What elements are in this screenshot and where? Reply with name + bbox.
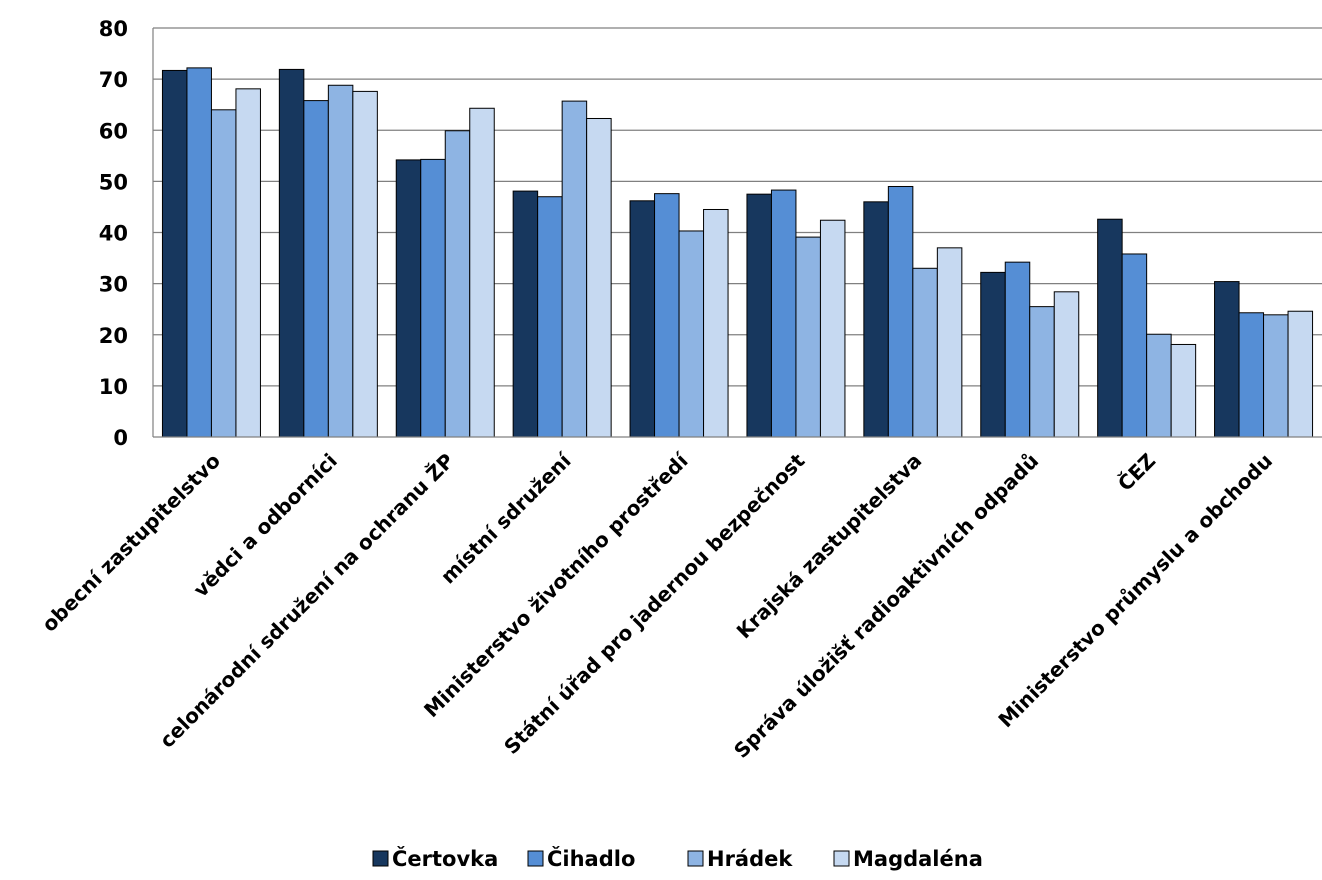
bar	[1121, 253, 1148, 438]
bar	[186, 67, 212, 438]
legend: Čertovka Čihadlo Hrádek Magdaléna	[372, 846, 983, 871]
legend-label: Čihadlo	[547, 846, 635, 871]
legend-swatch	[833, 850, 850, 867]
bar	[1004, 261, 1031, 438]
x-category-label: Ministerstvo průmyslu a obchodu	[993, 449, 1277, 733]
y-tick-label: 70	[99, 68, 128, 92]
bar	[863, 201, 889, 438]
bar	[1287, 310, 1314, 438]
bar	[770, 189, 797, 438]
y-tick-label: 0	[113, 426, 128, 450]
bar	[469, 107, 495, 438]
bar	[161, 69, 188, 438]
x-category-label: místní sdružení	[436, 448, 577, 589]
bar	[912, 267, 938, 438]
bar	[1263, 314, 1289, 438]
x-category-label: Ministerstvo životního prostředí	[419, 448, 693, 722]
legend-label: Čertovka	[392, 846, 498, 871]
bar	[420, 158, 446, 438]
legend-swatch	[527, 850, 544, 867]
y-tick-label: 50	[99, 170, 128, 194]
bar	[395, 159, 422, 438]
bar	[444, 130, 471, 438]
bar	[980, 271, 1006, 438]
bar	[1146, 333, 1172, 438]
bar	[1029, 306, 1055, 438]
bar	[1097, 218, 1123, 438]
bar	[210, 109, 237, 438]
bar	[512, 190, 539, 438]
y-axis-tick-labels: 0 10 20 30 40 50 60 70 80	[99, 17, 128, 450]
bars	[161, 67, 1314, 438]
y-tick-label: 10	[99, 375, 128, 399]
bar	[561, 100, 588, 438]
legend-swatch	[687, 850, 704, 867]
bar	[1053, 291, 1080, 438]
bar	[352, 90, 378, 438]
bar	[1238, 312, 1265, 438]
y-tick-label: 60	[99, 119, 128, 143]
bar	[303, 100, 329, 438]
bar	[678, 230, 705, 438]
bar	[887, 185, 914, 438]
x-category-label: ČEZ	[1113, 449, 1160, 496]
bar	[654, 193, 680, 438]
bar	[936, 247, 963, 438]
x-category-label: obecní zastupitelstvo	[37, 449, 225, 637]
bar	[235, 88, 261, 438]
legend-swatch	[372, 850, 389, 867]
x-category-label: Krajská zastupitelstva	[732, 449, 927, 644]
y-tick-label: 30	[99, 273, 128, 297]
bar	[703, 208, 729, 438]
bar	[629, 200, 656, 438]
bar	[819, 219, 846, 438]
bar	[795, 236, 821, 438]
bar	[327, 84, 354, 438]
bar	[1170, 343, 1197, 438]
legend-label: Hrádek	[707, 847, 793, 871]
bar	[586, 117, 612, 438]
bar	[1214, 281, 1240, 438]
y-tick-label: 40	[99, 222, 128, 246]
axes	[152, 28, 1322, 438]
bar	[746, 193, 772, 438]
y-tick-label: 80	[99, 17, 128, 41]
bar	[278, 68, 305, 438]
y-tick-label: 20	[99, 324, 128, 348]
legend-label: Magdaléna	[853, 847, 983, 871]
bar	[537, 196, 563, 438]
